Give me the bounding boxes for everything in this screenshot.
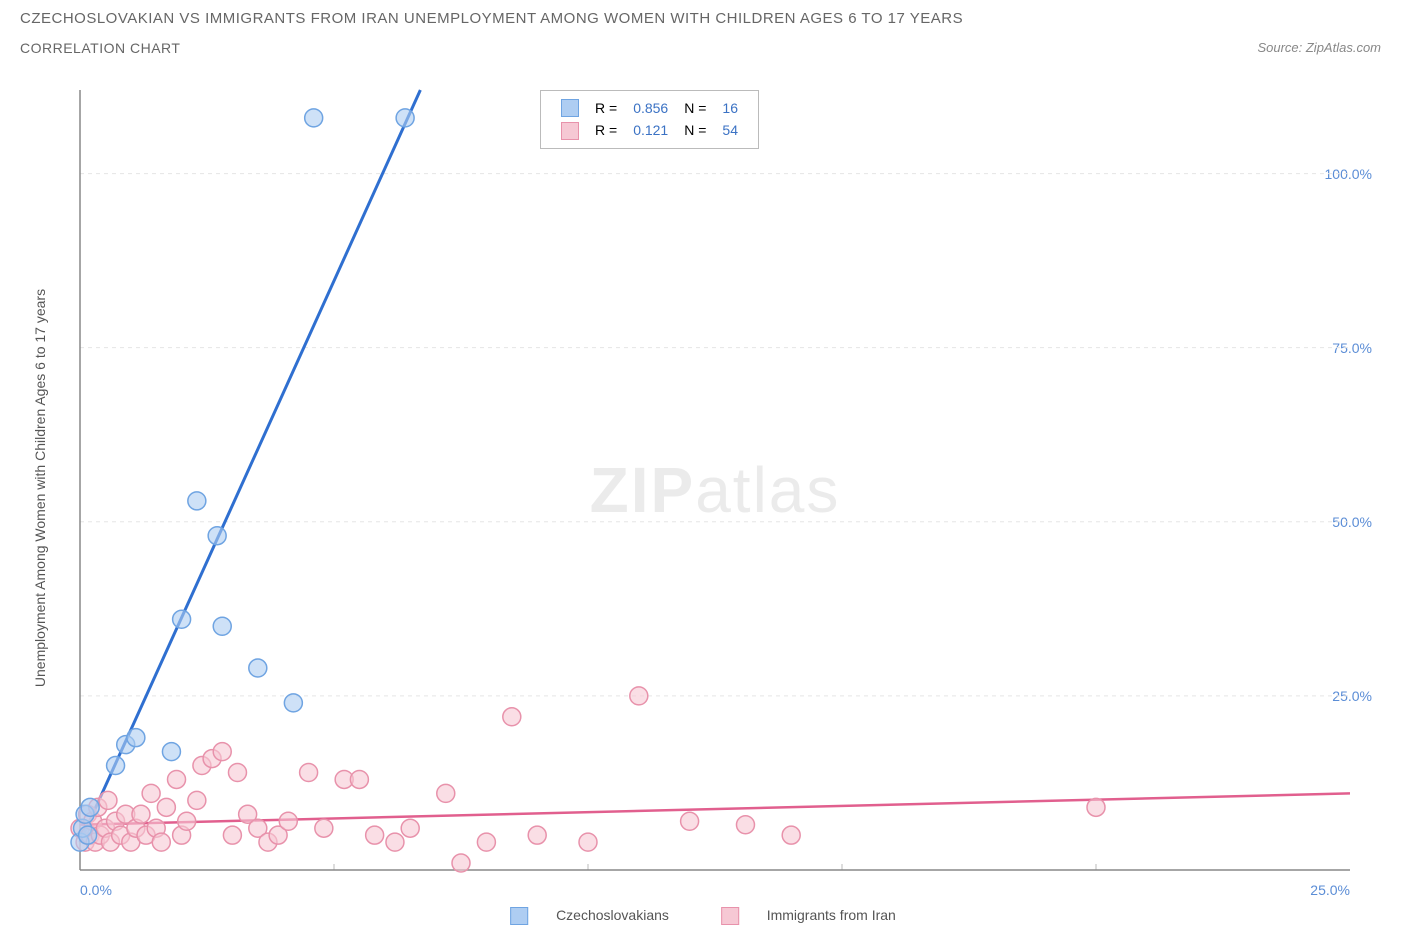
chart-subtitle: CORRELATION CHART bbox=[20, 40, 180, 56]
swatch-series-1 bbox=[561, 122, 579, 140]
r-label: R = bbox=[587, 119, 625, 141]
n-value-1: 54 bbox=[714, 119, 746, 141]
source-label: Source: ZipAtlas.com bbox=[1257, 40, 1381, 55]
stats-row-1: R = 0.856 N = 16 bbox=[553, 97, 746, 119]
y-axis-label: Unemployment Among Women with Children A… bbox=[32, 289, 48, 687]
swatch-series-0 bbox=[561, 99, 579, 117]
legend-swatch-1 bbox=[721, 907, 739, 925]
n-label: N = bbox=[676, 119, 714, 141]
n-label: N = bbox=[676, 97, 714, 119]
r-value-1: 0.121 bbox=[625, 119, 676, 141]
chart-title: CZECHOSLOVAKIAN VS IMMIGRANTS FROM IRAN … bbox=[20, 10, 963, 27]
r-value-0: 0.856 bbox=[625, 97, 676, 119]
series-legend: Czechoslovakians Immigrants from Iran bbox=[486, 907, 920, 925]
stats-row-2: R = 0.121 N = 54 bbox=[553, 119, 746, 141]
legend-swatch-0 bbox=[510, 907, 528, 925]
legend-label-1: Immigrants from Iran bbox=[767, 907, 896, 923]
r-label: R = bbox=[587, 97, 625, 119]
chart-svg bbox=[50, 80, 1380, 900]
legend-item-1: Immigrants from Iran bbox=[709, 907, 908, 923]
n-value-0: 16 bbox=[714, 97, 746, 119]
stats-legend: R = 0.856 N = 16 R = 0.121 N = 54 bbox=[540, 90, 759, 149]
chart-container: Unemployment Among Women with Children A… bbox=[50, 80, 1380, 900]
legend-item-0: Czechoslovakians bbox=[498, 907, 685, 923]
legend-label-0: Czechoslovakians bbox=[556, 907, 669, 923]
